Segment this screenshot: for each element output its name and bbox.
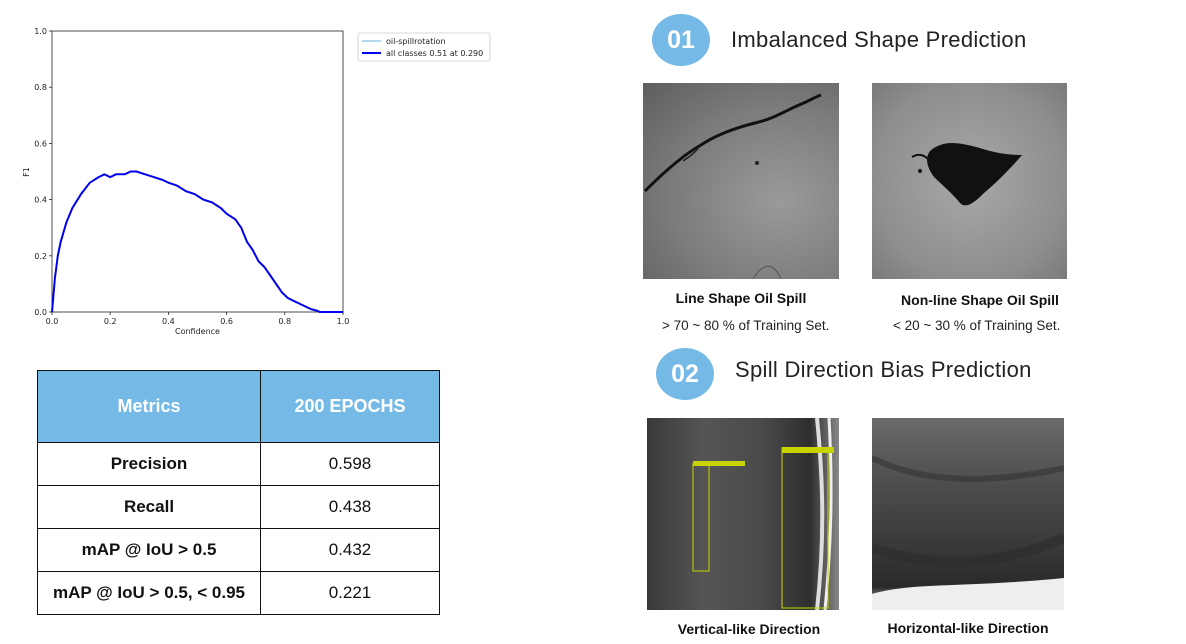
section-1-title: Imbalanced Shape Prediction bbox=[731, 27, 1027, 52]
section-2-badge: 02 bbox=[656, 348, 714, 400]
metrics-table: Metrics 200 EPOCHS Precision 0.598 Recal… bbox=[37, 370, 440, 615]
x-tick-label: 0.0 bbox=[46, 317, 59, 326]
x-tick-label: 1.0 bbox=[337, 317, 350, 326]
table-row: mAP @ IoU > 0.5, < 0.95 0.221 bbox=[37, 571, 440, 615]
metric-value: 0.438 bbox=[260, 485, 440, 529]
line-shape-training-share: > 70 ~ 80 % of Training Set. bbox=[662, 318, 830, 333]
plot-area bbox=[51, 30, 344, 313]
y-tick-label: 0.0 bbox=[34, 308, 47, 317]
y-tick-label: 0.6 bbox=[34, 139, 47, 148]
x-tick-label: 0.2 bbox=[104, 317, 117, 326]
y-tick-label: 0.2 bbox=[34, 252, 47, 261]
legend-entry-all-classes: all classes 0.51 at 0.290 bbox=[386, 49, 483, 58]
legend: oil-spillrotation all classes 0.51 at 0.… bbox=[357, 32, 491, 62]
legend-entry-oil-spillrotation: oil-spillrotation bbox=[386, 37, 446, 46]
x-tick-label: 0.6 bbox=[220, 317, 233, 326]
non-line-shape-spill-image bbox=[872, 83, 1067, 279]
section-1-badge: 01 bbox=[652, 14, 710, 66]
y-tick-label: 0.8 bbox=[34, 83, 47, 92]
f1-confidence-chart: 0.0 0.2 0.4 0.6 0.8 1.0 0.0 0.2 0.4 0.6 0.8 1.0 F1… bbox=[22, 27, 491, 336]
non-line-shape-caption: Non-line Shape Oil Spill bbox=[901, 292, 1059, 308]
table-row: Precision 0.598 bbox=[37, 442, 440, 486]
table-header-row: Metrics 200 EPOCHS bbox=[37, 370, 440, 443]
table-row: Recall 0.438 bbox=[37, 485, 440, 529]
header-epochs: 200 EPOCHS bbox=[260, 370, 440, 443]
legend-box bbox=[357, 32, 491, 62]
series-line-all-classes bbox=[51, 170, 343, 313]
y-tick-label: 1.0 bbox=[34, 27, 47, 36]
non-line-shape-training-share: < 20 ~ 30 % of Training Set. bbox=[893, 318, 1061, 333]
horizontal-direction-caption: Horizontal-like Direction bbox=[887, 620, 1049, 636]
metric-label: mAP @ IoU > 0.5, < 0.95 bbox=[37, 571, 261, 615]
header-metrics: Metrics bbox=[37, 370, 261, 443]
metric-label: mAP @ IoU > 0.5 bbox=[37, 528, 261, 572]
metric-label: Precision bbox=[37, 442, 261, 486]
metric-value: 0.598 bbox=[260, 442, 440, 486]
metric-value: 0.432 bbox=[260, 528, 440, 572]
table-row: mAP @ IoU > 0.5 0.432 bbox=[37, 528, 440, 572]
horizontal-direction-image bbox=[872, 418, 1064, 610]
metric-value: 0.221 bbox=[260, 571, 440, 615]
y-axis-label: F1 bbox=[22, 167, 31, 177]
x-tick-label: 0.4 bbox=[162, 317, 175, 326]
x-tick-label: 0.8 bbox=[278, 317, 291, 326]
line-shape-caption: Line Shape Oil Spill bbox=[675, 290, 807, 306]
x-axis-label: Confidence bbox=[175, 327, 220, 336]
vertical-direction-caption: Vertical-like Direction bbox=[677, 621, 821, 637]
section-2-title: Spill Direction Bias Prediction bbox=[735, 357, 1032, 382]
metric-label: Recall bbox=[37, 485, 261, 529]
vertical-direction-image bbox=[647, 418, 839, 610]
y-tick-label: 0.4 bbox=[34, 196, 47, 205]
line-shape-spill-image bbox=[643, 83, 839, 279]
